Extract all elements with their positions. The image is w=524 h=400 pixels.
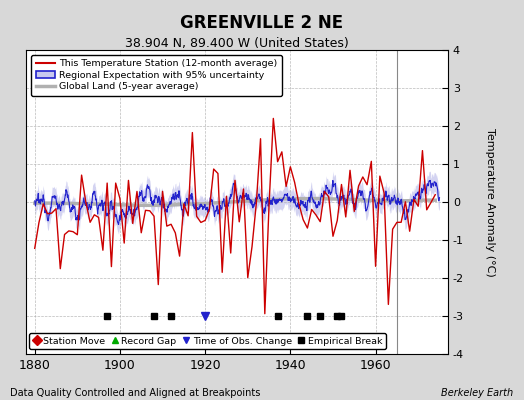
Text: GREENVILLE 2 NE: GREENVILLE 2 NE	[180, 14, 344, 32]
Title: 38.904 N, 89.400 W (United States): 38.904 N, 89.400 W (United States)	[125, 37, 349, 50]
Y-axis label: Temperature Anomaly (°C): Temperature Anomaly (°C)	[485, 128, 495, 276]
Text: Berkeley Earth: Berkeley Earth	[441, 388, 514, 398]
Legend: Station Move, Record Gap, Time of Obs. Change, Empirical Break: Station Move, Record Gap, Time of Obs. C…	[29, 333, 386, 349]
Text: Data Quality Controlled and Aligned at Breakpoints: Data Quality Controlled and Aligned at B…	[10, 388, 261, 398]
